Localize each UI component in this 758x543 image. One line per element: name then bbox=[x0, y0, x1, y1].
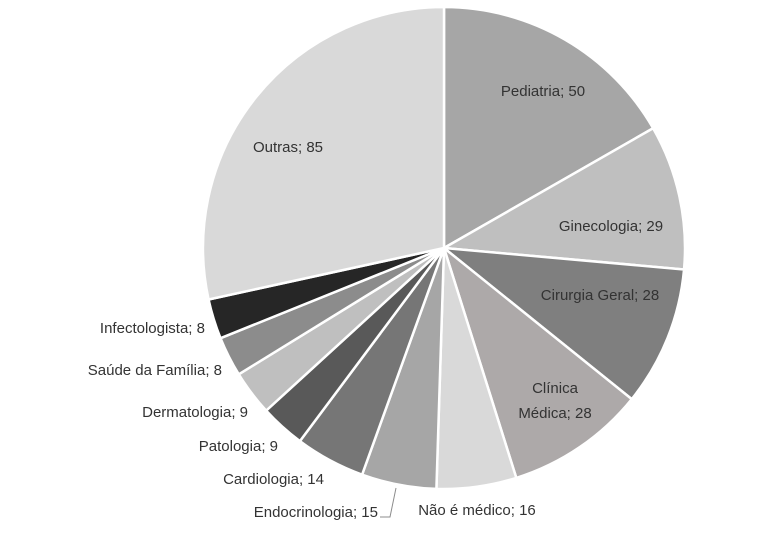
pie-slice-pediatria bbox=[442, 5, 655, 250]
data-label-endocrinologia: Endocrinologia; 15 bbox=[254, 504, 378, 521]
data-label-nao-e-medico: Não é médico; 16 bbox=[418, 502, 536, 519]
data-label-ginecologia: Ginecologia; 29 bbox=[559, 218, 663, 235]
pie-slices bbox=[201, 5, 687, 491]
data-label-saude-da-familia: Saúde da Família; 8 bbox=[88, 362, 222, 379]
pie-slice-ginecologia bbox=[442, 126, 687, 271]
data-label-line-2: Médica; 28 bbox=[518, 405, 591, 422]
pie-slice-cirurgia-geral bbox=[442, 246, 686, 401]
data-label-infectologista: Infectologista; 8 bbox=[100, 320, 205, 337]
data-label-patologia: Patologia; 9 bbox=[199, 438, 278, 455]
data-label-outras: Outras; 85 bbox=[253, 139, 323, 156]
data-label-cirurgia-geral: Cirurgia Geral; 28 bbox=[541, 287, 659, 304]
data-label-line-1: Clínica bbox=[532, 380, 579, 397]
leader-line-endocrinologia bbox=[380, 487, 397, 518]
data-label-cardiologia: Cardiologia; 14 bbox=[223, 471, 324, 488]
data-labels: Pediatria; 50 Ginecologia; 29 Cirurgia Ger… bbox=[88, 83, 663, 521]
data-label-clinica-medica: Clínica Médica; 28 bbox=[518, 380, 591, 422]
data-label-dermatologia: Dermatologia; 9 bbox=[142, 404, 248, 421]
pie-slice-outras bbox=[201, 5, 446, 301]
data-label-pediatria: Pediatria; 50 bbox=[501, 83, 585, 100]
pie-slice-clinica-medica bbox=[442, 246, 633, 480]
leader-lines bbox=[380, 487, 397, 518]
